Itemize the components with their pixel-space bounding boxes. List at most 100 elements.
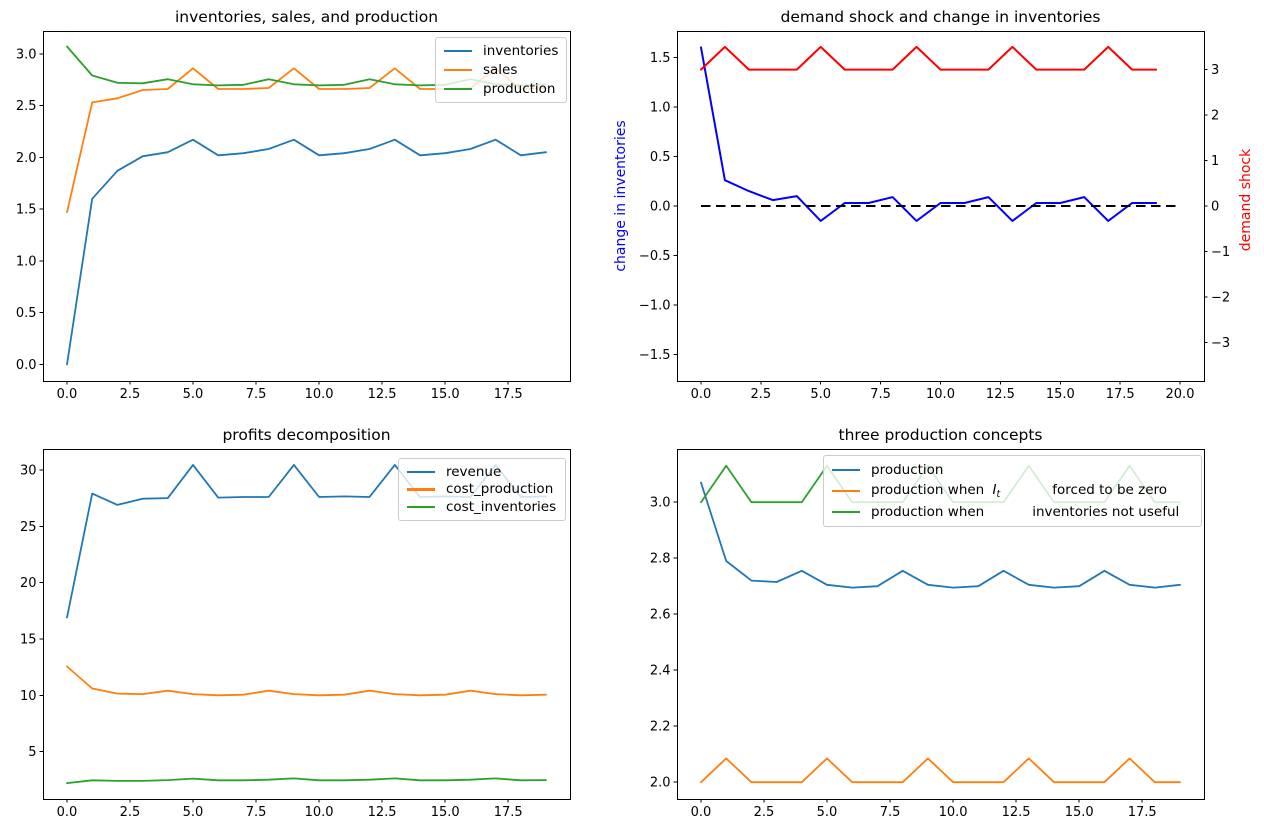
legend-line-sample (407, 506, 435, 509)
y-tick-label: 10 (20, 689, 37, 704)
right-y-tick-label: 0 (1211, 200, 1219, 215)
axes-frame (677, 449, 1205, 800)
legend-entry: sales (442, 61, 560, 80)
legend-line-sample (407, 488, 435, 491)
y-tick-label: 0.5 (16, 306, 37, 321)
x-tick-label: 17.5 (494, 805, 523, 820)
y-tick-label: 1.0 (16, 254, 37, 269)
chart-title-inventories-sales-production: inventories, sales, and production (174, 8, 439, 26)
series-line-change-in-inventories (700, 46, 1158, 222)
x-axis-ticks: 0.0 2.5 5.0 7.5 10.0 12.5 15.0 17.5 20.0 (691, 381, 1194, 402)
legend-entry: cost_production (405, 481, 559, 499)
legend-entry: production (830, 460, 1195, 481)
x-tick-label: 15.0 (1046, 387, 1075, 402)
legend-profits-decomposition: revenue cost_production cost_inventories (398, 458, 566, 521)
x-tick-label: 0.0 (57, 805, 78, 820)
plot-demand-shock-change-in-inventories: 0.0 2.5 5.0 7.5 10.0 12.5 15.0 17.5 20.01.51.00.… (639, 31, 1230, 402)
legend-label-segment: production when (871, 481, 989, 498)
y-tick-label: 3.0 (650, 496, 671, 511)
x-tick-label: 17.5 (494, 387, 523, 402)
chart-title-profits-decomposition: profits decomposition (222, 426, 391, 444)
y-tick-label: 0.0 (16, 358, 37, 373)
x-tick-label: 5.0 (183, 387, 204, 402)
x-tick-label: 7.5 (870, 387, 891, 402)
y-tick-label: 2.6 (650, 608, 671, 623)
y-tick-label: 1.0 (650, 100, 671, 115)
x-tick-label: 2.5 (754, 805, 775, 820)
y-tick-label: 2.0 (650, 776, 671, 791)
x-tick-label: 7.5 (246, 387, 267, 402)
legend-line-sample (444, 68, 472, 72)
y-tick-label: 25 (20, 520, 37, 535)
right-y-axis-label: demand shock (1238, 148, 1254, 252)
x-tick-label: 15.0 (1065, 805, 1094, 820)
legend-label: production (871, 462, 944, 479)
x-axis-ticks: 0.0 2.5 5.0 7.5 10.0 12.5 15.0 17.5 (57, 381, 523, 402)
right-y-axis-ticks: 3 2 1 0 −1 −2 −3 (1204, 63, 1230, 351)
right-y-tick-label: −3 (1211, 336, 1230, 351)
legend-label: production (483, 80, 556, 97)
y-tick-label: 15 (20, 632, 37, 647)
y-axis-ticks: 5 10 15 20 25 30 (20, 463, 43, 760)
legend-label: inventories (483, 43, 559, 60)
right-y-tick-label: 3 (1211, 63, 1219, 78)
series-line-inventories (66, 138, 547, 366)
x-tick-label: 5.0 (817, 805, 838, 820)
right-y-tick-label: 1 (1211, 154, 1219, 169)
series-line-production-when-it-forced-to-be-zero (700, 757, 1181, 784)
legend-entry: production (442, 79, 560, 98)
x-tick-label: 17.5 (1128, 805, 1157, 820)
x-tick-label: 15.0 (431, 805, 460, 820)
series-line-demand-shock (700, 45, 1158, 71)
x-tick-label: 2.5 (750, 387, 771, 402)
y-tick-label: 1.5 (650, 51, 671, 66)
x-tick-label: 0.0 (691, 805, 712, 820)
x-axis-ticks: 0.0 2.5 5.0 7.5 10.0 12.5 15.0 17.5 (57, 799, 523, 820)
series-line-cost-production (66, 665, 547, 697)
x-tick-label: 2.5 (120, 387, 141, 402)
y-tick-label: 2.0 (16, 151, 37, 166)
legend-label: sales (483, 61, 518, 78)
x-tick-label: 5.0 (810, 387, 831, 402)
right-y-tick-label: −1 (1211, 245, 1230, 260)
plot-three-production-concepts: 0.0 2.5 5.0 7.5 10.0 12.5 15.0 17.5 2.0 2.2 2.4 2.6… (650, 449, 1205, 820)
chart-title-demand-shock: demand shock and change in inventories (780, 8, 1101, 26)
y-axis-ticks: 2.0 2.2 2.4 2.6 2.8 3.0 (650, 496, 677, 791)
y-tick-label: 2.2 (650, 720, 671, 735)
x-axis-ticks: 0.0 2.5 5.0 7.5 10.0 12.5 15.0 17.5 (691, 799, 1157, 820)
legend-entry: inventories (442, 42, 560, 61)
series-line-production (700, 481, 1181, 589)
x-tick-label: 15.0 (431, 387, 460, 402)
legend-entry: cost_inventories (405, 498, 559, 516)
y-tick-label: 20 (20, 576, 37, 591)
x-tick-label: 12.5 (368, 805, 397, 820)
y-tick-label: 0.5 (650, 150, 671, 165)
axes-frame (43, 31, 571, 382)
x-tick-label: 12.5 (368, 387, 397, 402)
legend-inventories-sales-and-production: inventories sales production (435, 37, 567, 103)
legend-label-subscript: t (996, 488, 1001, 500)
y-axis-ticks: 1.5 1.0 0.5 0.0 −0.5 −1.0 −1.5 (639, 51, 677, 363)
legend-line-sample (407, 470, 435, 473)
y-tick-label: −0.5 (639, 249, 671, 264)
x-tick-label: 0.0 (57, 387, 78, 402)
x-tick-label: 5.0 (183, 805, 204, 820)
legend-line-sample (832, 489, 860, 493)
x-tick-label: 2.5 (120, 805, 141, 820)
legend-entry: production when It forced to be zero (830, 481, 1195, 502)
left-y-axis-label: change in inventories (613, 120, 629, 272)
y-tick-label: 1.5 (16, 203, 37, 218)
x-tick-label: 10.0 (305, 805, 334, 820)
series-line-cost-inventories (66, 777, 547, 785)
right-y-tick-label: 2 (1211, 109, 1219, 124)
legend-label-segment: production when (871, 503, 985, 520)
legend-entry: production when inventories not useful (830, 501, 1195, 522)
plot-series-group (700, 45, 1180, 222)
legend-three-production-concepts: production production when It forced to be… (823, 455, 1202, 527)
legend-label: production when It forced to be zero (871, 482, 1167, 500)
x-tick-label: 10.0 (305, 387, 334, 402)
x-tick-label: 10.0 (926, 387, 955, 402)
legend-label: cost_production (446, 481, 554, 498)
y-tick-label: 30 (20, 463, 37, 478)
